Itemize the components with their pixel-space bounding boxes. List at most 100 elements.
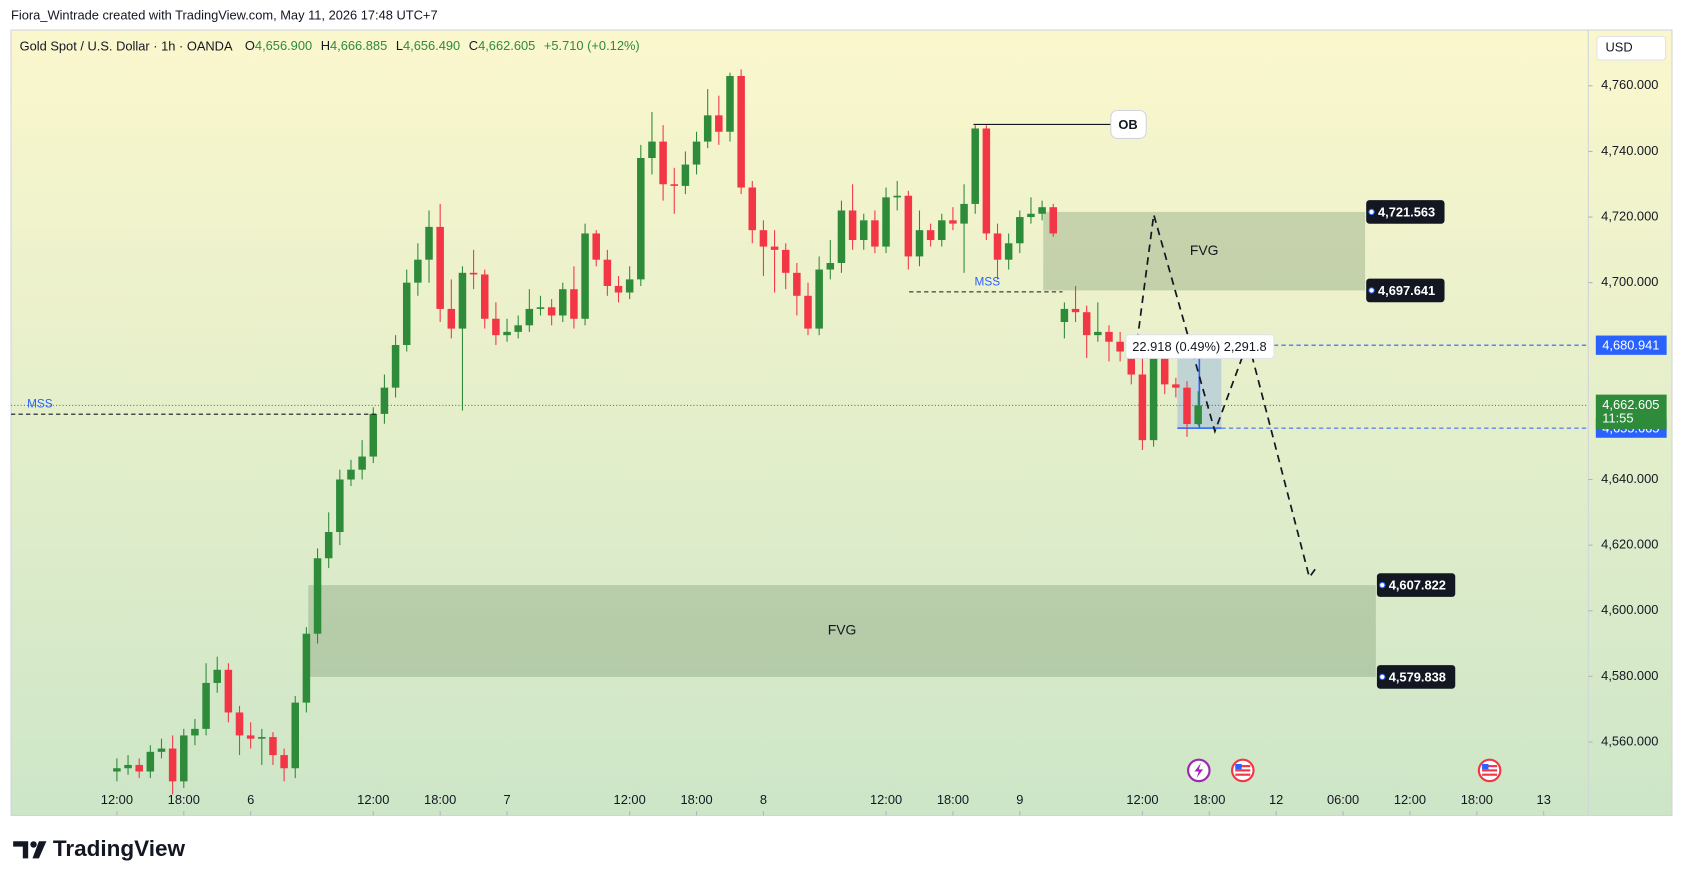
candle-body [826, 262, 835, 270]
level-badge [1376, 573, 1456, 597]
credit: Fiora_Wintrade created with TradingView.… [11, 8, 438, 23]
candle-body [302, 633, 311, 703]
candle-body [982, 128, 991, 234]
candle-body [313, 558, 322, 634]
candle-body [681, 164, 690, 186]
x-tick-label: 12:00 [1394, 792, 1426, 807]
candle-body [1138, 374, 1147, 441]
y-tick-label: 4,720.000 [1601, 208, 1658, 223]
candle-body [1071, 308, 1080, 313]
candle-body [848, 210, 857, 241]
x-tick-label: 18:00 [1193, 792, 1225, 807]
candle-body [347, 469, 355, 480]
brand-logo [13, 841, 47, 859]
candle-body [246, 735, 255, 739]
candle-body [1038, 207, 1046, 214]
candle-body [1016, 217, 1024, 244]
y-tick-label: 4,640.000 [1601, 471, 1658, 486]
symbol: Gold Spot / U.S. Dollar · 1h · OANDA [20, 39, 233, 54]
candle-body [592, 233, 600, 260]
candle-body [447, 308, 456, 329]
candle-body [113, 768, 121, 772]
candle-body [625, 279, 634, 293]
candle-body [324, 532, 333, 559]
us-flag[interactable] [1230, 758, 1255, 783]
candle-body [692, 141, 701, 165]
candle-body [603, 259, 612, 286]
level-badge [1376, 665, 1456, 689]
candle-body [1149, 354, 1158, 441]
level-label: 4,697.641 [1378, 283, 1435, 298]
candle-body [637, 157, 645, 280]
level-label: 4,607.822 [1389, 578, 1446, 593]
candle-body [458, 272, 467, 329]
candle-body [235, 712, 244, 736]
mss-label: MSS [27, 397, 53, 411]
candle-body [146, 751, 155, 772]
candle-body [135, 764, 143, 772]
x-tick-label: 18:00 [680, 792, 712, 807]
candle-body [503, 331, 511, 336]
candle-body [536, 307, 545, 309]
x-tick-label: 6 [247, 792, 254, 807]
y-tick-label: 4,600.000 [1601, 602, 1658, 617]
candle-body [893, 195, 901, 198]
candle-body [469, 272, 478, 275]
candle-body [871, 220, 879, 247]
marks: FVG 4,721.563 4,697.641 FVG 4,607.822 4,579.8… [11, 69, 1589, 795]
level-badge [1366, 200, 1445, 224]
candle-body [1160, 354, 1169, 385]
candle-body [815, 269, 823, 329]
candle-body [770, 246, 779, 250]
candle-body [380, 387, 389, 414]
fvg-label: FVG [828, 622, 857, 638]
candle-body [480, 274, 489, 319]
x-tick-label: 12:00 [101, 792, 133, 807]
ohlc-key: O [245, 39, 255, 54]
candle-body [748, 187, 757, 231]
candle-body [670, 184, 679, 186]
candle-body [1172, 384, 1180, 388]
candle-body [525, 308, 534, 326]
candle-body [358, 456, 366, 470]
candle-body [213, 669, 221, 683]
ohlc-header: O4,656.900 H4,666.885 L4,656.490 C4,662.605… [245, 39, 640, 54]
level-handle [1368, 208, 1375, 216]
us-flag[interactable] [1477, 758, 1502, 783]
candle-body [1194, 405, 1202, 425]
candle-body [1127, 351, 1136, 375]
candle-body [559, 289, 567, 316]
candle-body [703, 115, 712, 142]
mss-label: MSS [975, 274, 1001, 288]
x-tick-label: 06:00 [1327, 792, 1359, 807]
x-tick-label: 7 [503, 792, 510, 807]
candle-body [402, 282, 411, 346]
x-tick-label: 8 [760, 792, 767, 807]
candle-body [1082, 312, 1091, 336]
level-handle [1379, 673, 1386, 681]
ohlc-key: C [469, 39, 478, 54]
ob-box [1110, 109, 1147, 139]
candle-body [168, 748, 177, 782]
currency-box[interactable] [1596, 35, 1667, 61]
candle-body [224, 669, 233, 713]
candle-body [436, 226, 444, 309]
candle-body [904, 195, 913, 257]
candle-body [202, 682, 210, 729]
ob-label: OB [1118, 117, 1137, 132]
candle-body [993, 233, 1002, 260]
y-tick-label: 4,560.000 [1601, 733, 1658, 748]
candle-body [759, 230, 768, 247]
x-tick-label: 12:00 [870, 792, 902, 807]
candle-body [570, 289, 578, 319]
candle-body [804, 295, 812, 329]
candle-body [915, 230, 924, 257]
ohlc-value: 4,656.490 [403, 39, 460, 54]
measure-label-box [1125, 334, 1275, 359]
level-handle [1368, 287, 1375, 294]
candle-body [280, 755, 288, 769]
ohlc-value: 4,656.900 [255, 39, 312, 54]
candle-body [859, 220, 868, 241]
brand: TradingView [53, 836, 186, 861]
x-tick-label: 18:00 [168, 792, 200, 807]
